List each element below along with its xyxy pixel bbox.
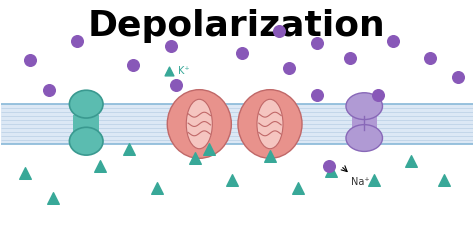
Point — [205, 147, 212, 151]
Point — [427, 56, 434, 60]
Ellipse shape — [167, 90, 231, 158]
Ellipse shape — [346, 93, 383, 120]
Ellipse shape — [69, 127, 103, 155]
Point — [191, 156, 199, 160]
Point — [455, 75, 462, 79]
Point — [266, 154, 274, 158]
Point — [172, 83, 180, 87]
Bar — [352, 116, 376, 130]
Point — [275, 29, 283, 33]
Ellipse shape — [238, 90, 302, 158]
Ellipse shape — [186, 99, 212, 149]
Ellipse shape — [69, 90, 103, 118]
Point — [238, 51, 246, 55]
Point — [228, 178, 236, 182]
Bar — [73, 115, 100, 132]
Point — [167, 44, 175, 48]
Ellipse shape — [346, 125, 383, 152]
Point — [325, 164, 333, 168]
Point — [374, 93, 382, 96]
Point — [389, 39, 396, 43]
Point — [73, 39, 81, 43]
Point — [408, 159, 415, 163]
Point — [21, 171, 29, 175]
Text: Depolarization: Depolarization — [88, 9, 386, 43]
Ellipse shape — [257, 99, 283, 149]
Point — [294, 186, 302, 190]
Point — [49, 196, 57, 200]
Point — [370, 178, 377, 182]
Point — [346, 56, 354, 60]
Point — [440, 178, 448, 182]
Point — [125, 147, 132, 151]
Bar — [1, 104, 473, 144]
Point — [165, 69, 173, 73]
Point — [313, 93, 321, 96]
Point — [26, 58, 34, 62]
Text: K⁺: K⁺ — [178, 66, 190, 76]
Point — [45, 88, 52, 92]
Point — [129, 63, 137, 67]
Point — [328, 169, 335, 173]
Text: Na⁺: Na⁺ — [351, 177, 370, 187]
Point — [285, 66, 292, 70]
Point — [153, 186, 161, 190]
Point — [313, 41, 321, 45]
Point — [97, 164, 104, 168]
